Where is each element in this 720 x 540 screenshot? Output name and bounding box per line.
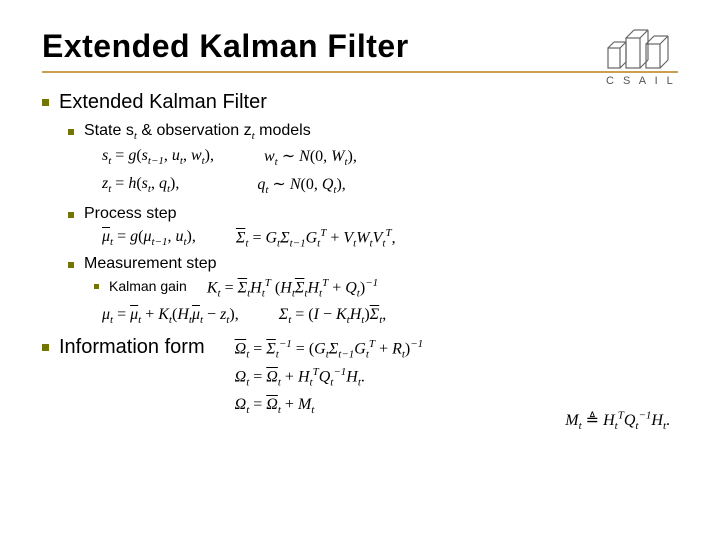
eq-information-form: Ωt = Σt−1 = (GtΣt−1GtT + Rt)−1 Ωt = Ωt +… bbox=[235, 336, 424, 420]
bullet-icon bbox=[42, 99, 49, 106]
bullet-state-models: State st & observation zt models bbox=[68, 122, 678, 142]
eq-m-definition: Mt ≜ HtTQt−1Ht. bbox=[565, 409, 670, 432]
bullet-measurement-label: Measurement step bbox=[84, 255, 217, 273]
eq-process: μt = g(μt−1, ut), Σt = GtΣt−1GtT + VtWtV… bbox=[102, 227, 678, 250]
slide-title: Extended Kalman Filter bbox=[42, 28, 678, 65]
bullet-icon bbox=[68, 129, 74, 135]
bullet-icon bbox=[94, 284, 99, 289]
bullet-info-label: Information form bbox=[59, 336, 205, 359]
eq-measurement-update: μt = μt + Kt(Htμt − zt), Σt = (I − KtHt)… bbox=[102, 306, 678, 326]
row-kalman-gain: Kalman gain Kt = ΣtHtT (HtΣtHtT + Qt)−1 bbox=[94, 277, 678, 300]
bullet-icon bbox=[42, 344, 49, 351]
eq-obs-model: zt = h(st, qt), qt ∼ N(0, Qt), bbox=[102, 174, 678, 196]
eq-kalman-gain: Kt = ΣtHtT (HtΣtHtT + Qt)−1 bbox=[207, 277, 378, 300]
bullet-ekf: Extended Kalman Filter bbox=[42, 91, 678, 114]
csail-logo: C S A I L bbox=[594, 22, 684, 90]
bullet-ekf-label: Extended Kalman Filter bbox=[59, 91, 267, 114]
eq-state-model: st = g(st−1, ut, wt), wt ∼ N(0, Wt), bbox=[102, 146, 678, 168]
logo-text: C S A I L bbox=[606, 75, 676, 87]
bullet-process-label: Process step bbox=[84, 205, 176, 223]
bullet-icon bbox=[68, 262, 74, 268]
bullet-state-models-label: State st & observation zt models bbox=[84, 122, 311, 142]
row-information-form: Information form Ωt = Σt−1 = (GtΣt−1GtT … bbox=[42, 336, 678, 420]
kalman-gain-label: Kalman gain bbox=[109, 278, 187, 294]
bullet-icon bbox=[68, 212, 74, 218]
bullet-measurement: Measurement step bbox=[68, 255, 678, 273]
title-rule bbox=[42, 71, 678, 73]
bullet-process: Process step bbox=[68, 205, 678, 223]
